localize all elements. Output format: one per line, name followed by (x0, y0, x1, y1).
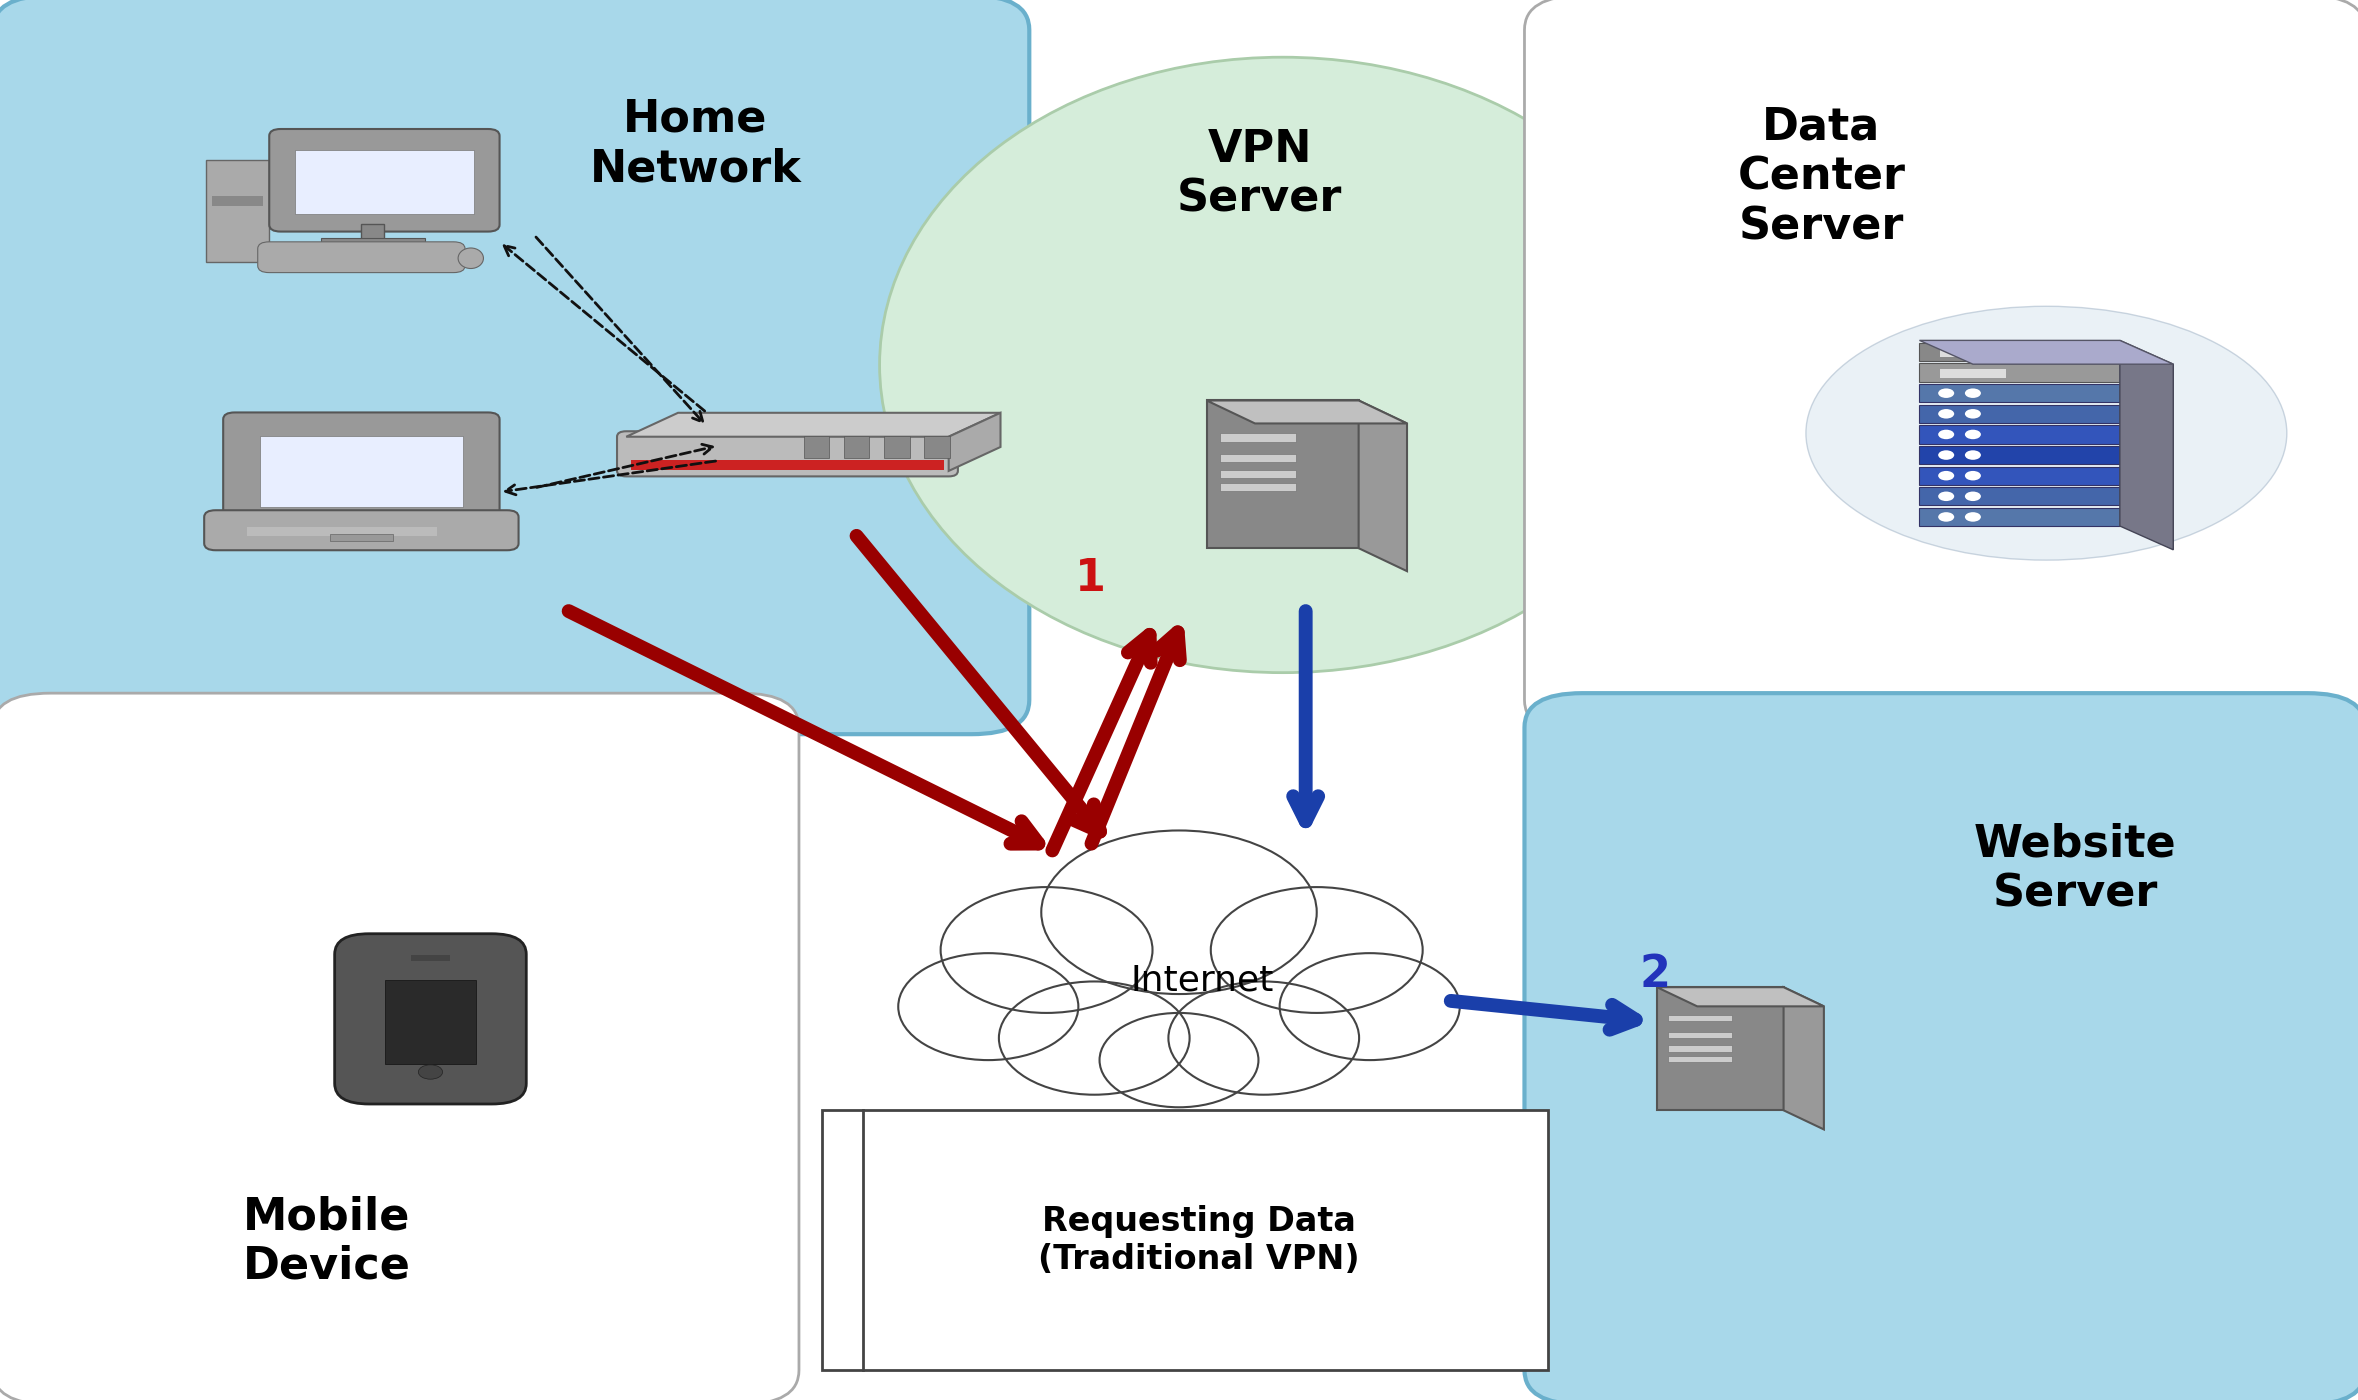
Text: Data
Center
Server: Data Center Server (1738, 106, 1905, 249)
Circle shape (1210, 888, 1422, 1014)
Bar (1919, 343, 2120, 361)
Ellipse shape (457, 248, 483, 269)
FancyBboxPatch shape (205, 160, 269, 262)
Circle shape (1964, 512, 1981, 522)
Text: 2: 2 (1639, 953, 1669, 997)
Polygon shape (1358, 400, 1408, 571)
FancyBboxPatch shape (205, 510, 519, 550)
Polygon shape (1783, 987, 1823, 1130)
FancyBboxPatch shape (257, 242, 465, 273)
Ellipse shape (880, 57, 1686, 672)
FancyBboxPatch shape (269, 129, 500, 231)
Bar (384, 980, 476, 1064)
Circle shape (1964, 491, 1981, 501)
Bar (321, 238, 424, 244)
Circle shape (1964, 388, 1981, 398)
Bar (1919, 466, 2120, 484)
Bar (1919, 405, 2120, 423)
Bar (410, 955, 450, 960)
Bar (1941, 370, 2007, 378)
Polygon shape (948, 413, 1000, 470)
Polygon shape (627, 413, 1000, 437)
FancyBboxPatch shape (1526, 0, 2358, 734)
Circle shape (1938, 409, 1955, 419)
Circle shape (1964, 470, 1981, 480)
Text: Internet: Internet (1129, 963, 1273, 997)
Bar (1919, 384, 2120, 402)
Bar (1919, 487, 2120, 505)
Circle shape (1964, 409, 1981, 419)
Circle shape (941, 888, 1153, 1014)
Bar (1221, 454, 1297, 462)
Circle shape (898, 953, 1078, 1060)
Bar (1919, 426, 2120, 444)
Bar (1669, 1015, 1731, 1022)
Bar (1669, 1046, 1731, 1053)
Circle shape (1938, 470, 1955, 480)
Text: VPN
Server: VPN Server (1177, 127, 1342, 221)
Bar (259, 435, 462, 507)
Bar (1919, 447, 2120, 465)
FancyBboxPatch shape (1207, 400, 1358, 549)
Circle shape (1938, 430, 1955, 440)
Bar (804, 435, 830, 458)
Circle shape (1042, 830, 1316, 994)
Text: Requesting Data
(Traditional VPN): Requesting Data (Traditional VPN) (1038, 1204, 1361, 1275)
Bar (361, 224, 384, 244)
Circle shape (1964, 451, 1981, 459)
Bar (330, 535, 394, 542)
Circle shape (1000, 981, 1188, 1095)
Bar (295, 150, 474, 214)
FancyBboxPatch shape (0, 0, 1030, 734)
Bar (1669, 1056, 1731, 1063)
Bar (1221, 483, 1297, 491)
Circle shape (417, 1065, 443, 1079)
Circle shape (1099, 1014, 1259, 1107)
FancyBboxPatch shape (823, 1110, 1547, 1371)
Text: 1: 1 (1075, 557, 1106, 599)
Ellipse shape (1806, 307, 2287, 560)
Bar (884, 435, 910, 458)
Polygon shape (1658, 987, 1823, 1007)
Bar (1941, 349, 2007, 357)
Bar (844, 435, 870, 458)
FancyBboxPatch shape (618, 431, 957, 476)
Polygon shape (1919, 340, 2174, 364)
FancyBboxPatch shape (224, 413, 500, 528)
Text: Website
Server: Website Server (1974, 822, 2176, 916)
Circle shape (1938, 388, 1955, 398)
Text: Mobile
Device: Mobile Device (243, 1196, 410, 1288)
Circle shape (1964, 430, 1981, 440)
Bar (212, 196, 262, 206)
Bar (1669, 1032, 1731, 1039)
Bar (1919, 364, 2120, 382)
Bar (632, 461, 943, 469)
Bar (1919, 508, 2120, 526)
FancyBboxPatch shape (1526, 693, 2358, 1400)
FancyBboxPatch shape (0, 693, 799, 1400)
FancyBboxPatch shape (1658, 987, 1783, 1110)
Circle shape (1170, 981, 1358, 1095)
Circle shape (1938, 512, 1955, 522)
Text: Home
Network: Home Network (590, 98, 802, 190)
Circle shape (1938, 491, 1955, 501)
Circle shape (1280, 953, 1460, 1060)
Bar (924, 435, 950, 458)
FancyBboxPatch shape (335, 934, 526, 1105)
Polygon shape (2120, 340, 2174, 550)
Bar (1221, 470, 1297, 479)
Bar (1221, 434, 1297, 441)
Polygon shape (1207, 400, 1408, 423)
Bar (248, 526, 436, 536)
Circle shape (1938, 451, 1955, 459)
